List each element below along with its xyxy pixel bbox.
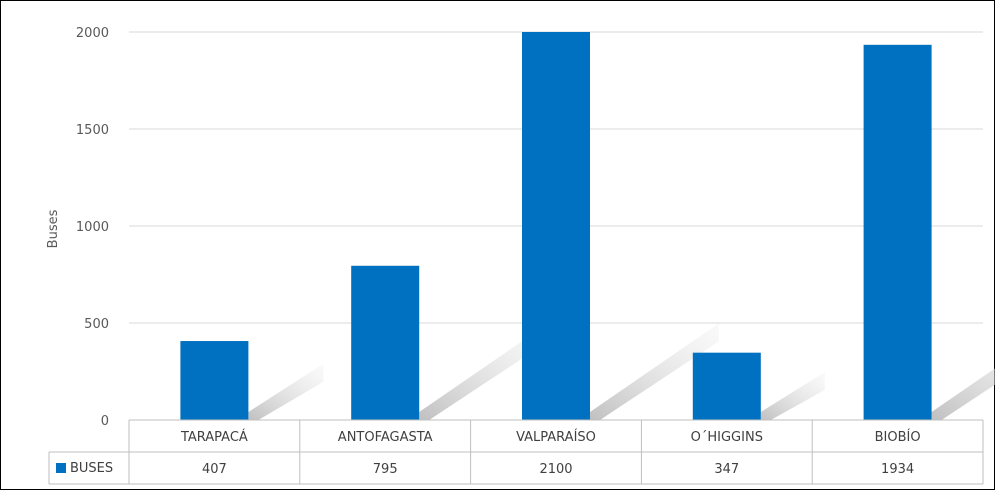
bar [863,44,932,420]
bar [180,341,249,420]
bar-shadow [590,323,719,420]
table-value-cell: 795 [373,462,398,477]
x-category-label: VALPARAÍSO [516,429,596,445]
bar [522,32,590,420]
x-category-label: O´HIGGINS [691,430,763,445]
bar [351,265,420,420]
bar-shadow [419,323,548,420]
bar [692,352,761,420]
y-axis-title: Buses [46,209,61,248]
x-category-label: BIOBÍO [875,429,921,445]
bar-shadow [760,372,825,420]
y-tick-label: 500 [84,317,109,332]
x-category-label: TARAPACÁ [180,429,248,445]
table-value-cell: 407 [202,462,227,477]
x-category-label: ANTOFAGASTA [338,430,433,445]
legend-series-label: BUSES [70,461,113,476]
bar-shadow [248,363,324,420]
y-tick-label: 1500 [76,123,109,138]
y-tick-label: 0 [101,414,109,429]
bar-shadow [931,368,995,420]
y-tick-label: 1000 [76,220,109,235]
table-value-cell: 347 [714,462,739,477]
legend-swatch [56,463,66,473]
y-tick-label: 2000 [76,26,109,41]
table-value-cell: 1934 [881,462,914,477]
table-value-cell: 2100 [539,462,572,477]
